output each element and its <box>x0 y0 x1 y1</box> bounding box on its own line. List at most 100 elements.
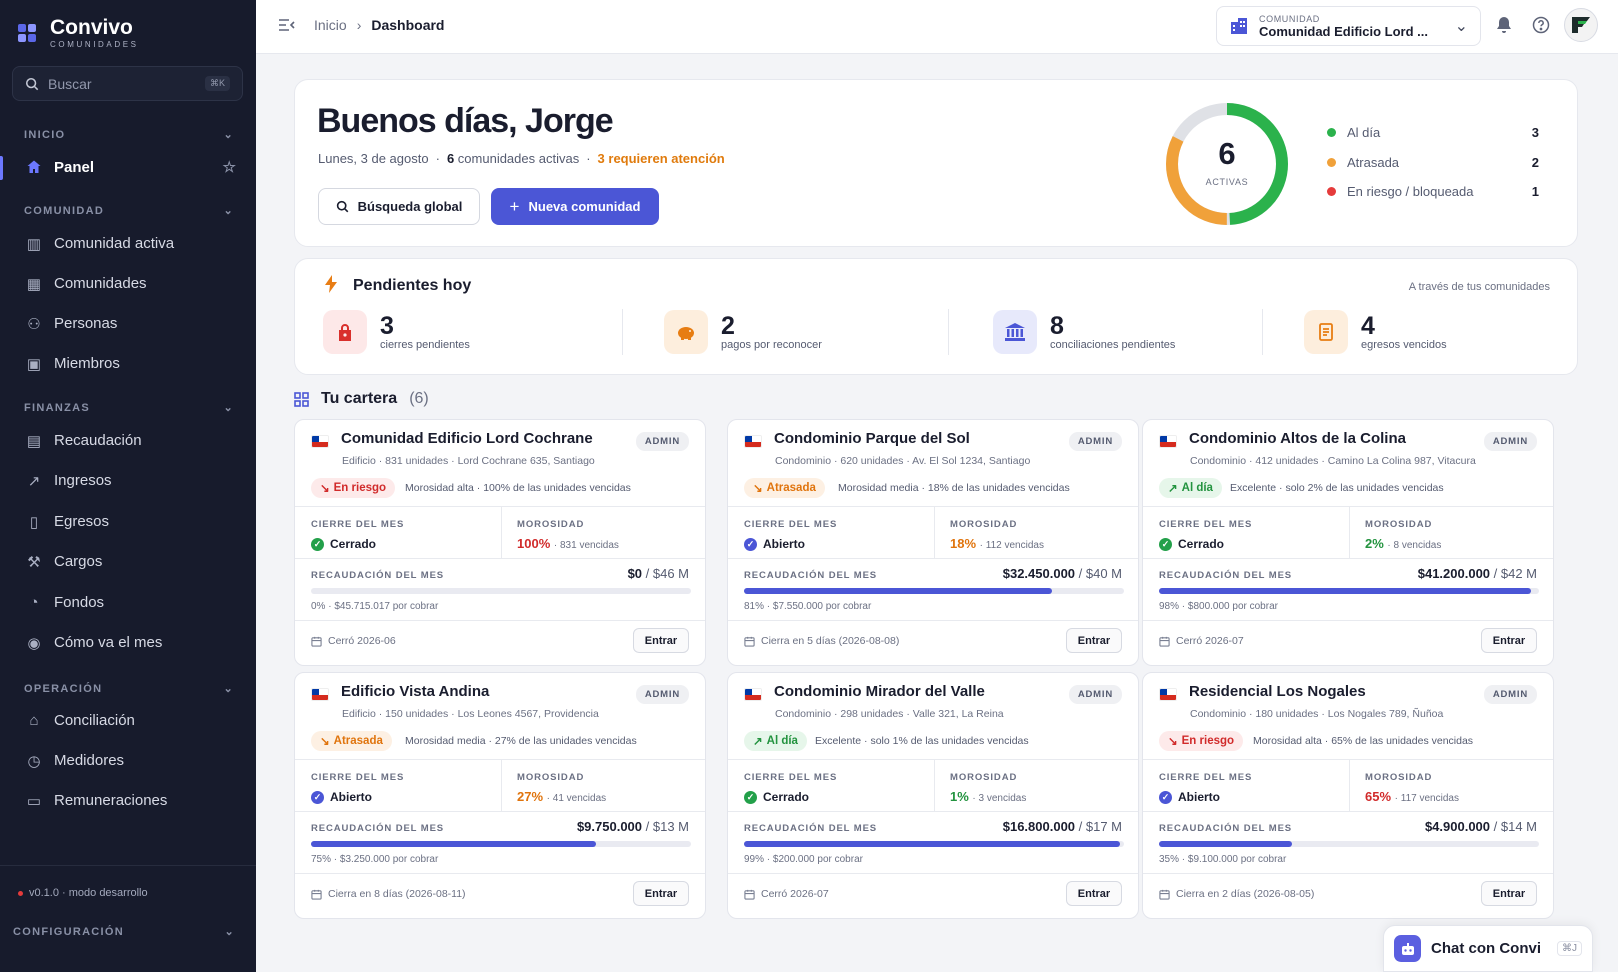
section-comunidad[interactable]: COMUNIDAD ⌄ <box>24 204 234 218</box>
card-meta: Condominio · 180 unidades · Los Nogales … <box>1190 708 1444 720</box>
sidebar-item-ingresos[interactable]: ↗ Ingresos <box>27 472 112 490</box>
donut-segment-0 <box>1166 103 1288 225</box>
sidebar-item-panel[interactable]: Panel ☆ <box>26 158 236 176</box>
card-footer: Cierra en 8 días (2026-08-11) <box>311 888 466 900</box>
chat-button[interactable]: Chat con Convi ⌘J <box>1383 925 1593 972</box>
trend-icon: ↗ <box>1168 483 1178 495</box>
section-configuracion[interactable]: CONFIGURACIÓN ⌄ <box>13 925 235 939</box>
status-description: Morosidad media · 18% de las unidades ve… <box>838 482 1070 494</box>
chevron-down-icon: ⌄ <box>223 402 234 414</box>
divider <box>728 620 1138 621</box>
community-selector[interactable]: COMUNIDAD Comunidad Edificio Lord ... ⌄ <box>1216 6 1481 46</box>
pending-item-cierres[interactable]: 3 cierres pendientes <box>323 310 470 354</box>
chevron-right-icon: › <box>356 17 362 33</box>
close-status: CIERRE DEL MES ✓ Cerrado <box>1159 519 1253 551</box>
status-description: Morosidad media · 27% de las unidades ve… <box>405 735 637 747</box>
collection-detail: 81% · $7.550.000 por cobrar <box>744 601 872 612</box>
sidebar-item-personas[interactable]: ⚇ Personas <box>27 315 118 333</box>
avatar[interactable] <box>1564 8 1598 42</box>
sidebar-item-como-va-el-mes[interactable]: ◉ Cómo va el mes <box>27 634 163 652</box>
chevron-down-icon: ⌄ <box>223 129 234 141</box>
community-card[interactable]: Condominio Altos de la Colina ADMIN Cond… <box>1142 419 1554 666</box>
buildings-icon: ▦ <box>26 275 42 293</box>
brand-logo[interactable]: Convivo COMUNIDADES <box>18 17 139 49</box>
card-footer: Cerró 2026-07 <box>744 888 829 900</box>
sidebar-item-comunidad-activa[interactable]: ▥ Comunidad activa <box>26 235 175 253</box>
close-status: CIERRE DEL MES ✓ Abierto <box>311 772 405 804</box>
section-inicio[interactable]: INICIO ⌄ <box>24 128 234 142</box>
enter-button[interactable]: Entrar <box>1481 881 1537 906</box>
community-card[interactable]: Edificio Vista Andina ADMIN Edificio · 1… <box>294 672 706 919</box>
collection-label: RECAUDACIÓN DEL MES <box>1159 823 1293 834</box>
card-meta: Condominio · 412 unidades · Camino La Co… <box>1190 455 1476 467</box>
card-title: Condominio Mirador del Valle <box>774 683 985 700</box>
lock-icon <box>323 310 367 354</box>
collection-progress-bar <box>1159 588 1539 594</box>
portfolio-title: Tu cartera <box>321 390 398 407</box>
sidebar: Convivo COMUNIDADES Buscar ⌘K INICIO ⌄ Pa… <box>0 0 256 972</box>
section-operacion[interactable]: OPERACIÓN ⌄ <box>24 682 234 696</box>
collection-progress-bar <box>1159 841 1539 847</box>
enter-button[interactable]: Entrar <box>633 881 689 906</box>
sidebar-item-recaudacion[interactable]: ▤ Recaudación <box>26 432 142 450</box>
collapse-menu-icon[interactable] <box>278 17 296 38</box>
delinquency-units: · 112 vencidas <box>979 540 1044 551</box>
search-icon <box>336 200 348 213</box>
sidebar-item-cargos[interactable]: ⚒ Cargos <box>27 553 103 571</box>
sidebar-item-medidores[interactable]: ◷ Medidores <box>27 752 125 770</box>
enter-button[interactable]: Entrar <box>633 628 689 653</box>
pending-note: A través de tus comunidades <box>1408 281 1550 293</box>
section-finanzas[interactable]: FINANZAS ⌄ <box>24 401 234 415</box>
progress-fill <box>1159 588 1532 594</box>
sidebar-item-remuneraciones[interactable]: ▭ Remuneraciones <box>26 792 168 810</box>
collection-detail: 98% · $800.000 por cobrar <box>1159 601 1278 612</box>
community-card[interactable]: Residencial Los Nogales ADMIN Condominio… <box>1142 672 1554 919</box>
sidebar-item-comunidades[interactable]: ▦ Comunidades <box>26 275 147 293</box>
pending-item-pagos[interactable]: 2 pagos por reconocer <box>664 310 822 354</box>
sidebar-item-fondos[interactable]: ◔ Fondos <box>26 594 236 611</box>
community-card[interactable]: Condominio Parque del Sol ADMIN Condomin… <box>727 419 1139 666</box>
divider <box>501 507 502 558</box>
divider <box>295 811 705 812</box>
attention-link[interactable]: 3 requieren atención <box>597 151 725 166</box>
star-icon[interactable]: ☆ <box>222 159 236 176</box>
community-card[interactable]: Comunidad Edificio Lord Cochrane ADMIN E… <box>294 419 706 666</box>
badge-icon: ▣ <box>26 355 42 373</box>
sidebar-item-miembros[interactable]: ▣ Miembros <box>26 355 120 373</box>
search-placeholder: Buscar <box>48 75 92 92</box>
delinquency: MOROSIDAD 65% · 117 vencidas <box>1365 772 1459 804</box>
sidebar-search[interactable]: Buscar ⌘K <box>12 66 243 101</box>
pending-item-egresos[interactable]: 4 egresos vencidos <box>1304 310 1447 354</box>
pending-item-conciliaciones[interactable]: 8 conciliaciones pendientes <box>993 310 1175 354</box>
collection-value: $0 / $46 M <box>627 566 689 581</box>
enter-button[interactable]: Entrar <box>1481 628 1537 653</box>
delinquency-percent: 18% <box>950 536 977 551</box>
community-card[interactable]: Condominio Mirador del Valle ADMIN Condo… <box>727 672 1139 919</box>
global-search-button[interactable]: Búsqueda global <box>318 188 480 225</box>
sidebar-item-conciliacion[interactable]: ⌂ Conciliación <box>26 712 236 729</box>
new-community-button[interactable]: + Nueva comunidad <box>491 188 659 225</box>
bell-icon[interactable] <box>1496 16 1512 39</box>
legend-item-al-dia: Al día 3 <box>1327 125 1539 140</box>
breadcrumb-home[interactable]: Inicio <box>314 17 347 33</box>
divider <box>728 558 1138 559</box>
enter-button[interactable]: Entrar <box>1066 628 1122 653</box>
card-footer: Cerró 2026-07 <box>1159 635 1244 647</box>
delinquency-percent: 65% <box>1365 789 1392 804</box>
calendar-icon <box>744 889 755 900</box>
divider <box>728 759 1138 760</box>
progress-fill <box>311 841 596 847</box>
close-status: CIERRE DEL MES ✓ Cerrado <box>311 519 405 551</box>
brand-subtitle: COMUNIDADES <box>50 40 139 49</box>
sidebar-item-egresos[interactable]: ▯ Egresos <box>26 513 236 531</box>
divider <box>1143 759 1553 760</box>
status-description: Excelente · solo 2% de las unidades venc… <box>1230 482 1444 494</box>
enter-button[interactable]: Entrar <box>1066 881 1122 906</box>
help-icon[interactable] <box>1532 16 1550 39</box>
piggy-bank-icon: ◔ <box>29 594 39 611</box>
role-badge: ADMIN <box>635 685 689 704</box>
legend-dot <box>1327 158 1336 167</box>
status-donut-chart <box>1166 103 1288 225</box>
receipt-icon <box>1304 310 1348 354</box>
chevron-down-icon: ⌄ <box>224 926 235 938</box>
